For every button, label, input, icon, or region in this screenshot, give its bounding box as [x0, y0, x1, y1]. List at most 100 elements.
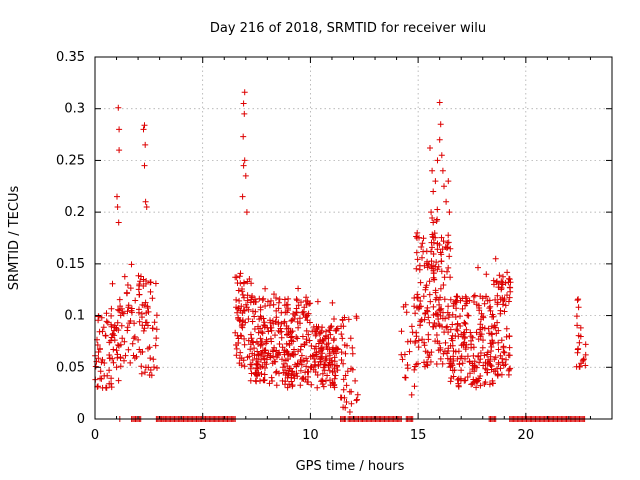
data-point	[440, 350, 447, 357]
data-point	[445, 239, 452, 246]
data-point	[153, 326, 160, 333]
data-point	[340, 376, 347, 383]
data-point	[453, 297, 460, 304]
data-point	[421, 359, 427, 366]
data-point	[240, 162, 247, 169]
data-point	[500, 348, 507, 355]
data-point	[503, 325, 510, 332]
data-point	[433, 361, 440, 367]
data-point	[321, 367, 328, 374]
data-point	[507, 365, 514, 372]
x-tick-label: 5	[199, 428, 207, 443]
data-point	[402, 374, 409, 381]
data-point	[467, 329, 474, 336]
data-point	[135, 336, 142, 343]
data-point	[414, 304, 420, 311]
data-point	[441, 183, 447, 190]
data-point	[108, 334, 115, 341]
data-point	[260, 377, 267, 383]
data-point	[420, 293, 427, 300]
data-point	[284, 374, 291, 381]
data-point	[98, 359, 105, 366]
data-point	[477, 382, 484, 389]
data-point	[278, 320, 285, 327]
data-point	[111, 322, 118, 329]
data-point	[326, 327, 333, 334]
data-point	[246, 276, 253, 282]
data-point	[489, 331, 496, 338]
data-point	[473, 329, 480, 336]
data-point	[575, 296, 582, 303]
data-point	[294, 297, 301, 304]
data-point	[449, 311, 456, 318]
data-point	[413, 265, 420, 272]
data-point	[342, 404, 349, 411]
data-point	[240, 357, 247, 364]
data-point	[503, 356, 509, 363]
data-point	[304, 358, 311, 365]
data-point	[471, 292, 478, 299]
data-point	[438, 234, 445, 241]
data-point	[255, 329, 262, 336]
data-point	[580, 356, 587, 363]
data-point	[331, 375, 338, 382]
data-point	[147, 279, 154, 286]
data-point	[295, 324, 302, 331]
data-point	[477, 356, 484, 363]
data-point	[290, 310, 297, 317]
data-point	[450, 357, 457, 364]
data-point	[427, 298, 434, 305]
data-point	[429, 167, 436, 174]
data-point	[484, 297, 491, 304]
data-point	[318, 378, 325, 385]
data-point	[304, 312, 311, 319]
data-point	[419, 336, 426, 343]
data-point	[415, 337, 422, 344]
data-point	[430, 239, 437, 246]
data-point	[130, 335, 137, 342]
data-point	[331, 384, 338, 391]
data-point	[272, 369, 279, 376]
data-point	[289, 351, 295, 358]
data-point	[492, 296, 499, 303]
data-point	[240, 133, 247, 140]
data-point	[106, 339, 113, 346]
data-point	[408, 391, 415, 398]
data-point	[433, 294, 440, 301]
data-point	[492, 368, 499, 375]
data-point	[442, 244, 449, 250]
data-point	[494, 372, 501, 379]
data-point	[470, 293, 477, 300]
data-point	[302, 297, 309, 304]
data-point	[95, 355, 102, 362]
data-point	[440, 238, 447, 245]
data-point	[422, 348, 429, 355]
data-point	[116, 126, 123, 133]
data-point	[577, 333, 584, 340]
data-point	[308, 363, 315, 370]
data-point	[122, 352, 129, 359]
data-point	[144, 305, 151, 311]
data-point	[260, 322, 267, 328]
data-point	[398, 328, 405, 335]
data-point	[142, 369, 148, 376]
x-tick-label: 10	[302, 428, 319, 443]
data-point	[399, 356, 406, 363]
data-point	[312, 362, 319, 369]
data-point	[497, 365, 504, 372]
data-point	[98, 375, 105, 382]
data-point	[244, 297, 251, 304]
data-point	[433, 332, 440, 338]
data-point	[487, 353, 494, 360]
data-point	[281, 302, 288, 309]
data-point	[471, 368, 478, 375]
data-point	[257, 335, 264, 342]
data-point	[131, 355, 138, 362]
data-point	[291, 375, 298, 382]
data-point	[423, 260, 430, 267]
data-point	[429, 215, 436, 221]
data-point	[574, 297, 581, 304]
data-point	[437, 285, 444, 292]
data-point	[460, 331, 467, 337]
data-point	[268, 327, 275, 334]
